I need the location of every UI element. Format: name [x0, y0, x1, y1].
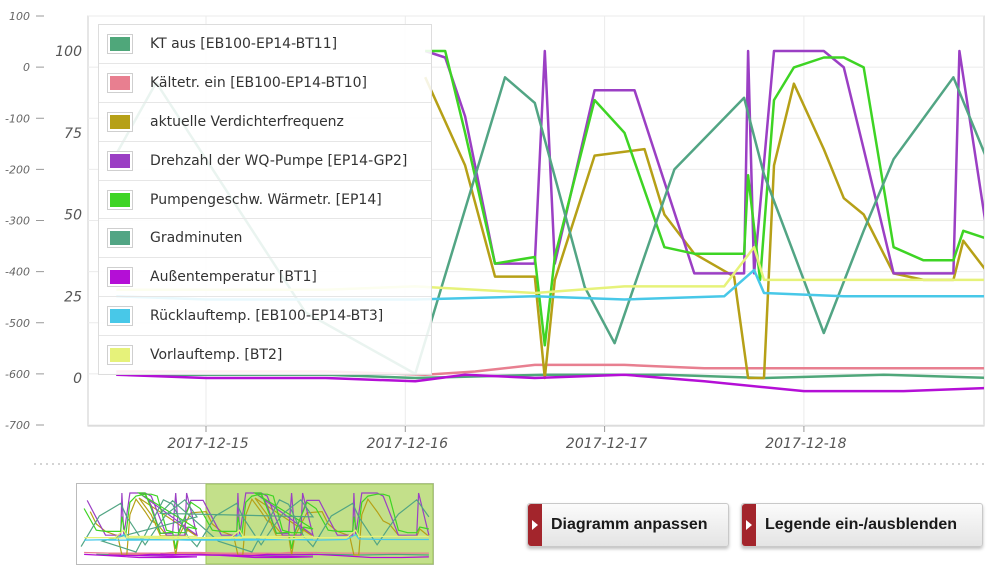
legend-item[interactable]: Kältetr. ein [EB100-EP14-BT10]: [99, 64, 431, 103]
navigator-series-line: [89, 497, 430, 556]
navigator-preview[interactable]: [76, 483, 434, 565]
legend-swatch: [107, 33, 133, 54]
legend-label: Kältetr. ein [EB100-EP14-BT10]: [150, 74, 367, 91]
legend-swatch: [107, 72, 133, 93]
y-left-tick-label: -100: [5, 112, 30, 125]
navigator-series-line: [84, 553, 429, 559]
legend-label: Pumpengeschw. Wärmetr. [EP14]: [150, 191, 382, 208]
adjust-chart-button[interactable]: Diagramm anpassen: [527, 503, 729, 547]
legend-item[interactable]: Außentemperatur [BT1]: [99, 258, 431, 298]
adjust-chart-label: Diagramm anpassen: [551, 516, 708, 533]
series-line: [425, 49, 984, 347]
series-line: [116, 373, 984, 393]
legend-label: KT aus [EB100-EP14-BT11]: [150, 35, 338, 52]
toggle-legend-label: Legende ein-/ausblenden: [765, 516, 958, 533]
x-tick-label: 2017-12-15: [167, 436, 248, 452]
navigator-series-line: [80, 498, 430, 553]
y-left-tick-label: -500: [5, 317, 30, 330]
y-left-tick-label: -200: [5, 163, 30, 176]
legend-swatch: [107, 150, 133, 171]
y-left-tick-label: 100: [9, 10, 30, 23]
legend-item[interactable]: KT aus [EB100-EP14-BT11]: [99, 25, 431, 64]
arrow-right-icon: [742, 504, 756, 546]
x-tick-label: 2017-12-16: [367, 436, 448, 452]
navigator-series-line: [84, 529, 429, 540]
y-inner-tick-label: 0: [73, 371, 82, 387]
legend-label: aktuelle Verdichterfrequenz: [150, 113, 344, 130]
series-line: [424, 76, 984, 380]
toggle-legend-button[interactable]: Legende ein-/ausblenden: [741, 503, 983, 547]
y-left-tick-label: -600: [5, 368, 30, 381]
y-inner-tick-label: 100: [55, 44, 82, 60]
y-left-tick-label: -700: [5, 419, 30, 432]
legend-swatch: [107, 267, 133, 288]
y-left-tick-label: 0: [23, 61, 30, 74]
legend-item[interactable]: Rücklauftemp. [EB100-EP14-BT3]: [99, 297, 431, 337]
legend-item[interactable]: Drehzahl der WQ-Pumpe [EP14-GP2]: [99, 142, 431, 181]
series-line: [424, 49, 984, 275]
legend-swatch: [107, 189, 133, 210]
legend-label: Drehzahl der WQ-Pumpe [EP14-GP2]: [150, 152, 408, 169]
legend-swatch: [107, 306, 133, 327]
legend-item[interactable]: Gradminuten: [99, 219, 431, 259]
legend-swatch: [107, 345, 133, 366]
legend-label: Außentemperatur [BT1]: [150, 269, 317, 286]
legend-label: Rücklauftemp. [EB100-EP14-BT3]: [150, 308, 384, 325]
chart-legend: KT aus [EB100-EP14-BT11] Kältetr. ein [EB…: [98, 24, 432, 376]
navigator-series-line: [84, 551, 429, 556]
y-inner-tick-label: 75: [64, 126, 82, 142]
x-tick-label: 2017-12-17: [566, 436, 647, 452]
navigator[interactable]: [76, 483, 434, 565]
legend-label: Vorlauftemp. [BT2]: [150, 347, 283, 364]
arrow-right-icon: [528, 504, 542, 546]
legend-swatch: [107, 228, 133, 249]
legend-swatch: [107, 111, 133, 132]
legend-label: Gradminuten: [150, 230, 243, 247]
x-tick-label: 2017-12-18: [765, 436, 846, 452]
y-left-tick-label: -300: [5, 215, 30, 228]
y-inner-tick-label: 25: [64, 289, 82, 305]
navigator-selection[interactable]: [205, 483, 434, 565]
navigator-series-line: [84, 533, 429, 541]
legend-item[interactable]: Vorlauftemp. [BT2]: [99, 336, 431, 374]
legend-item[interactable]: Pumpengeschw. Wärmetr. [EP14]: [99, 181, 431, 220]
y-left-tick-label: -400: [5, 266, 30, 279]
y-inner-tick-label: 50: [64, 208, 82, 224]
legend-item[interactable]: aktuelle Verdichterfrequenz: [99, 103, 431, 142]
